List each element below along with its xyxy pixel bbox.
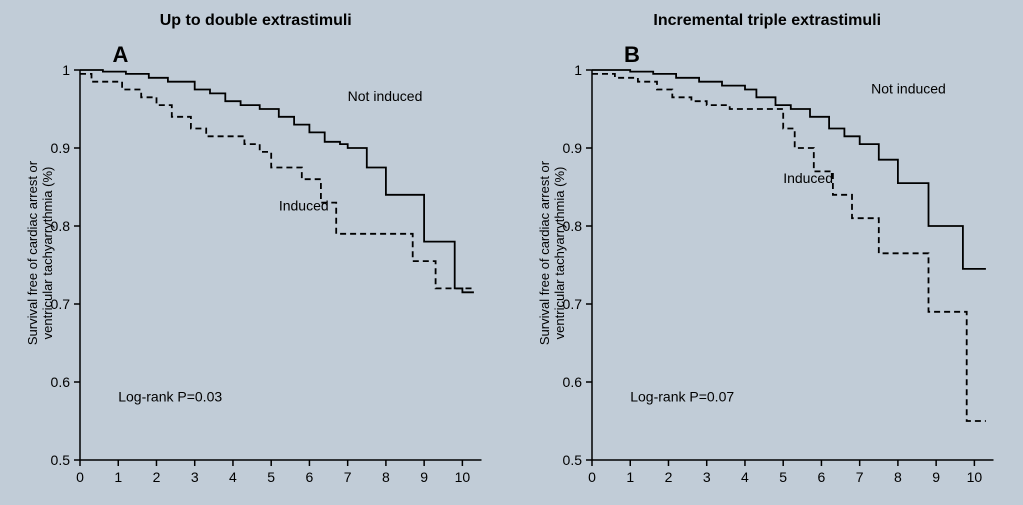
x-tick-label: 9: [420, 469, 428, 485]
x-tick-label: 0: [76, 469, 84, 485]
x-tick-label: 5: [267, 469, 275, 485]
x-tick-label: 6: [306, 469, 314, 485]
x-tick-label: 10: [455, 469, 471, 485]
x-tick-label: 2: [153, 469, 161, 485]
y-tick-label: 1: [574, 62, 582, 78]
panel-b: Incremental triple extrastimuliBSurvival…: [512, 0, 1023, 505]
series-induced: [592, 74, 986, 421]
x-tick-label: 9: [932, 469, 940, 485]
chart-svg: 0123456789100.50.60.70.80.91Not inducedI…: [512, 0, 1023, 505]
x-tick-label: 1: [114, 469, 122, 485]
x-tick-label: 4: [229, 469, 237, 485]
y-tick-label: 0.5: [51, 452, 71, 468]
x-tick-label: 7: [855, 469, 863, 485]
label-not-induced: Not induced: [348, 88, 423, 104]
x-tick-label: 7: [344, 469, 352, 485]
y-tick-label: 1: [62, 62, 70, 78]
x-tick-label: 2: [664, 469, 672, 485]
x-tick-label: 8: [894, 469, 902, 485]
y-tick-label: 0.7: [51, 296, 71, 312]
y-tick-label: 0.8: [51, 218, 71, 234]
label-logrank: Log-rank P=0.07: [630, 389, 734, 405]
y-tick-label: 0.9: [51, 140, 71, 156]
label-not-induced: Not induced: [871, 80, 946, 96]
y-tick-label: 0.6: [562, 374, 582, 390]
x-tick-label: 3: [702, 469, 710, 485]
y-tick-label: 0.7: [562, 296, 582, 312]
chart-svg: 0 1 2 3 4 5 6 7 8 9 10 0.5 0.6 0.7 0.8 0.9 1 Not induced I…: [0, 0, 512, 505]
x-tick-label: 5: [779, 469, 787, 485]
x-tick-label: 8: [382, 469, 390, 485]
label-logrank: Log-rank P=0.03: [118, 389, 222, 405]
x-tick-label: 3: [191, 469, 199, 485]
panel-a: Up to double extrastimuliASurvival free …: [0, 0, 512, 505]
series-induced: [80, 74, 474, 289]
y-tick-label: 0.8: [562, 218, 582, 234]
x-tick-label: 0: [588, 469, 596, 485]
y-tick-label: 0.6: [51, 374, 71, 390]
y-tick-label: 0.9: [562, 140, 582, 156]
x-tick-label: 6: [817, 469, 825, 485]
label-induced: Induced: [279, 197, 329, 213]
x-tick-label: 10: [966, 469, 982, 485]
label-induced: Induced: [783, 170, 833, 186]
x-tick-label: 4: [741, 469, 749, 485]
y-tick-label: 0.5: [562, 452, 582, 468]
x-tick-label: 1: [626, 469, 634, 485]
